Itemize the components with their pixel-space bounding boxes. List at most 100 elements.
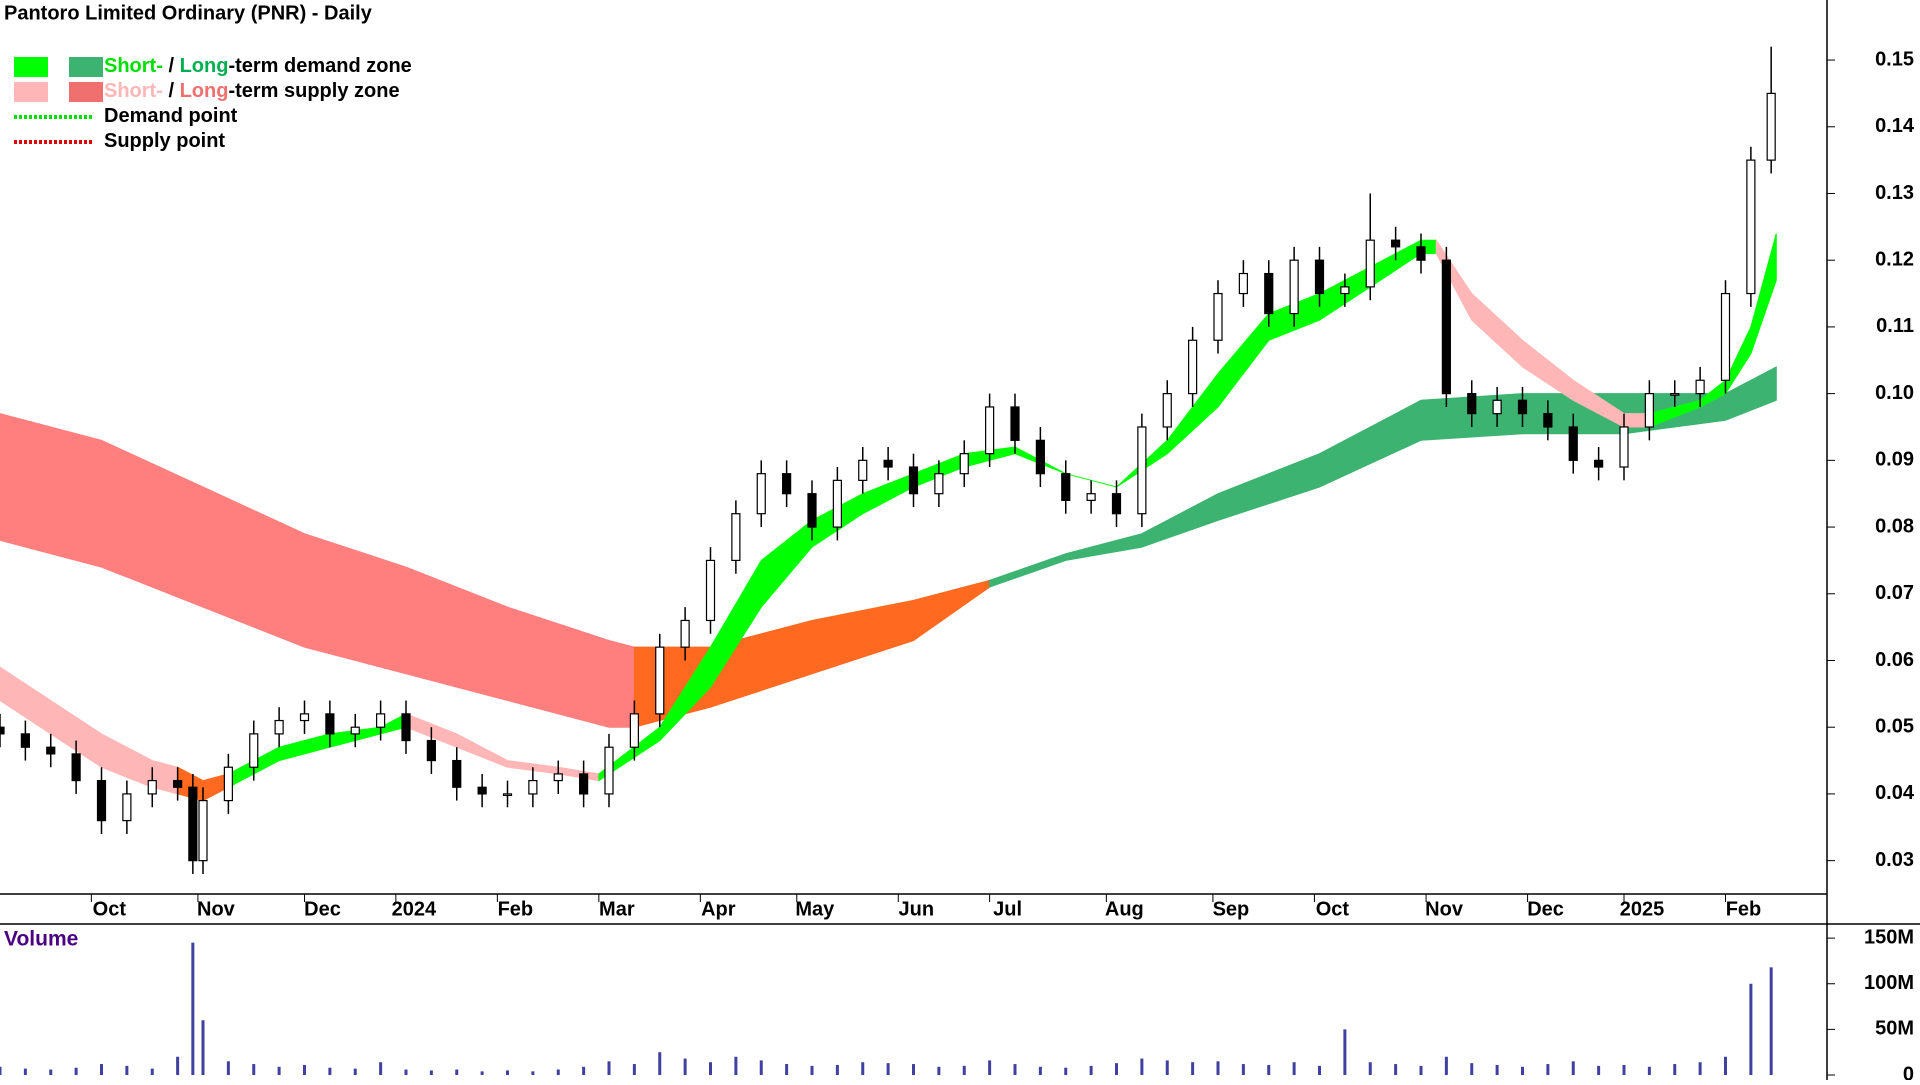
candle-body [1391, 239, 1401, 248]
candle-body [883, 459, 893, 468]
volume-bar [455, 1069, 459, 1075]
legend-text: Long [180, 80, 229, 102]
y-tick-label: 0.04 [1875, 782, 1915, 804]
volume-bar [125, 1065, 129, 1075]
x-tick-label: Feb [1726, 898, 1762, 920]
volume-bar [506, 1070, 509, 1075]
volume-bar [1647, 1066, 1651, 1075]
candle-body [756, 473, 766, 515]
volume-tick-label: 150M [1864, 926, 1914, 948]
volume-bar [191, 942, 195, 1075]
candle-body [46, 746, 56, 755]
x-tick-label: Jun [898, 898, 934, 920]
volume-bar [1724, 1056, 1727, 1075]
candle-body [655, 646, 665, 715]
volume-bar [328, 1067, 332, 1075]
volume-bar [1064, 1067, 1068, 1075]
volume-bar [709, 1062, 712, 1075]
x-tick-label: 2024 [392, 898, 437, 920]
candle-body [198, 799, 208, 862]
candle-body [1035, 439, 1045, 475]
candle-body [20, 733, 30, 748]
x-tick-label: 2025 [1620, 898, 1665, 920]
candle-body [705, 559, 716, 622]
x-tick-label: Oct [93, 898, 127, 920]
candle-body [553, 773, 563, 782]
candle-body [985, 406, 995, 455]
legend-swatch [69, 57, 103, 77]
volume-tick-label: 50M [1875, 1018, 1914, 1040]
legend-text: -term demand zone [228, 55, 411, 77]
legend-text: Demand point [104, 105, 238, 127]
y-tick-label: 0.09 [1875, 449, 1914, 471]
volume-tick-label: 0 [1903, 1063, 1914, 1080]
volume-bar [1546, 1064, 1550, 1075]
y-tick-label: 0.15 [1875, 48, 1914, 70]
volume-bar [1267, 1064, 1271, 1075]
volume-bar [582, 1066, 586, 1075]
volume-bar [176, 1056, 180, 1075]
volume-bar [1038, 1066, 1042, 1075]
candle-body [350, 726, 360, 735]
candle-body [1188, 339, 1198, 395]
y-tick-label: 0.10 [1875, 382, 1914, 404]
chart-title: Pantoro Limited Ordinary (PNR) - Daily [4, 2, 373, 24]
candle-body [477, 786, 487, 795]
candle-body [122, 793, 132, 822]
volume-bar [1571, 1061, 1575, 1075]
legend-text: -term supply zone [228, 80, 399, 102]
volume-bar [810, 1065, 814, 1075]
candle-body [832, 479, 842, 528]
candle-body [147, 779, 157, 795]
volume-bar [1495, 1064, 1499, 1075]
volume-bar [1622, 1064, 1626, 1075]
candle-body [680, 619, 690, 648]
candle-body [1467, 393, 1477, 415]
x-tick-label: Sep [1213, 898, 1250, 920]
x-tick-label: Oct [1316, 898, 1350, 920]
volume-bar [1191, 1062, 1195, 1075]
volume-bar [1368, 1062, 1372, 1075]
candle-body [452, 759, 462, 788]
candle-body [325, 713, 335, 735]
volume-bar [1241, 1064, 1245, 1075]
volume-bar [404, 1069, 408, 1075]
candle-body [1340, 286, 1350, 295]
volume-bar [1521, 1066, 1524, 1075]
legend-swatch [14, 82, 48, 102]
volume-bar [150, 1068, 154, 1075]
candle-body [1086, 493, 1096, 501]
candle-body [0, 726, 5, 735]
volume-label: Volume [4, 928, 78, 951]
candle-body [1264, 272, 1274, 315]
volume-bar [785, 1064, 789, 1075]
candle-body [223, 766, 233, 802]
volume-bar [1292, 1062, 1296, 1075]
volume-bar [480, 1071, 484, 1075]
x-tick-label: Jul [993, 898, 1022, 920]
candle-body [1441, 259, 1451, 395]
candle-body [1162, 393, 1172, 428]
candle-body [579, 773, 589, 795]
volume-bar [531, 1071, 535, 1075]
volume-bar [201, 1020, 205, 1075]
volume-bar [0, 1066, 2, 1075]
candle-body [96, 779, 107, 822]
x-tick-label: May [795, 898, 835, 920]
legend-label: Short- / Long-term supply zone [104, 80, 400, 102]
candle-body [1766, 92, 1776, 161]
volume-bar [1444, 1056, 1448, 1075]
candle-body [1517, 399, 1528, 415]
volume-bar [277, 1066, 281, 1075]
volume-bar [937, 1066, 941, 1075]
volume-bar [556, 1069, 560, 1075]
candle-body [1543, 413, 1553, 428]
zones [0, 233, 1777, 802]
candle-body [1670, 393, 1680, 396]
volume-bar [962, 1065, 966, 1075]
volume-bar [1769, 967, 1773, 1075]
candle-body [1416, 246, 1426, 261]
volume-bar [1115, 1063, 1118, 1075]
candle-body [807, 493, 817, 528]
